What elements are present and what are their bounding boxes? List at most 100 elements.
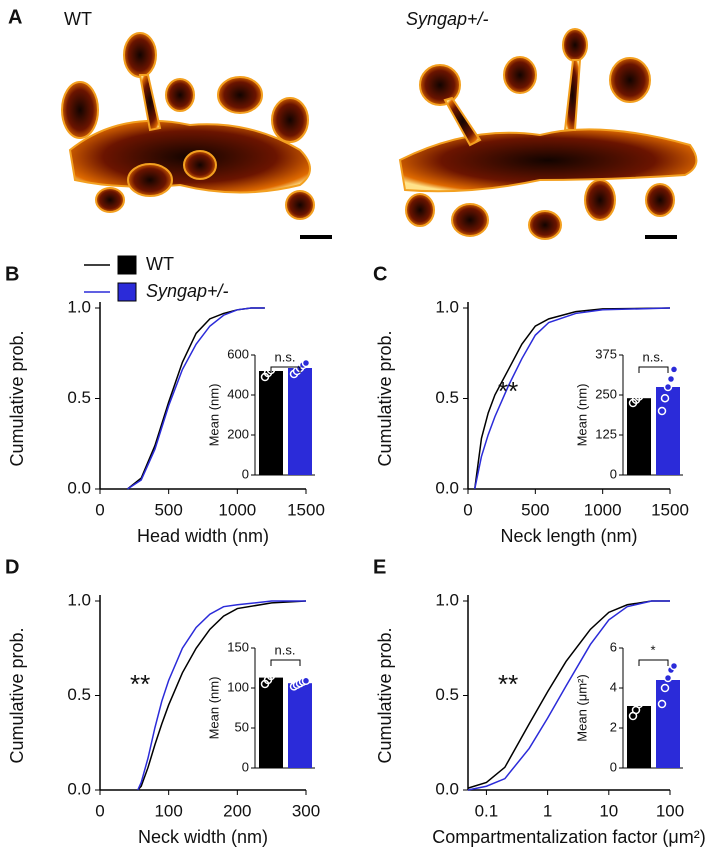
inset-y-tick-label: 250 <box>595 386 617 401</box>
inset-bar <box>627 706 651 768</box>
inset-bar <box>656 387 680 475</box>
y-tick-label: 0.0 <box>67 779 91 798</box>
cdf-line <box>137 600 307 791</box>
x-tick-label: 1500 <box>651 500 689 519</box>
cdf-line <box>467 600 670 789</box>
inset-bar <box>259 677 283 768</box>
inset-y-tick-label: 200 <box>227 426 249 441</box>
x-tick-label: 0 <box>463 500 472 519</box>
cdf-line <box>137 600 306 791</box>
scale-bar <box>300 235 332 239</box>
legend-swatch <box>117 282 137 302</box>
x-tick-label: 0 <box>95 801 104 820</box>
cdf-line <box>467 600 670 791</box>
inset-y-tick-label: 125 <box>595 426 617 441</box>
x-tick-label: 200 <box>223 801 251 820</box>
inset-y-tick-label: 50 <box>235 719 249 734</box>
inset-y-tick-label: 375 <box>595 346 617 361</box>
inset-point <box>657 699 667 709</box>
y-tick-label: 0.0 <box>435 779 459 798</box>
x-tick-label: 0 <box>95 500 104 519</box>
y-axis-label: Cumulative prob. <box>7 330 27 466</box>
inset-y-label: Mean (nm) <box>574 384 589 447</box>
y-tick-label: 0.5 <box>435 685 459 704</box>
y-tick-label: 0.5 <box>435 388 459 407</box>
inset-point <box>669 365 679 374</box>
x-axis-label: Compartmentalization factor (μm²) <box>432 827 705 847</box>
inset-point <box>640 683 650 693</box>
panel-letter: E <box>373 556 386 578</box>
inset-point <box>301 676 311 686</box>
significance-bracket <box>638 366 669 373</box>
y-tick-label: 1.0 <box>435 590 459 609</box>
inset-point <box>666 374 676 384</box>
image-label: Syngap+/- <box>406 9 489 29</box>
panel-letter: D <box>5 556 19 578</box>
x-axis-label: Head width (nm) <box>137 526 269 546</box>
inset-point <box>272 361 282 371</box>
inset-y-label: Mean (nm) <box>206 677 221 740</box>
legend-swatch <box>117 255 137 275</box>
panel-letter: A <box>8 6 22 28</box>
inset-bar <box>627 398 651 475</box>
inset-point <box>669 661 679 671</box>
inset-point <box>272 664 282 674</box>
inset-bar <box>656 680 680 768</box>
y-axis-label: Cumulative prob. <box>375 627 395 763</box>
y-tick-label: 0.0 <box>435 478 459 497</box>
inset-y-tick-label: 4 <box>610 679 617 694</box>
inset-point <box>660 393 670 403</box>
annotation: ** <box>130 669 150 699</box>
significance-bracket <box>270 659 301 666</box>
x-tick-label: 10 <box>599 801 618 820</box>
inset-y-tick-label: 0 <box>242 759 249 774</box>
cdf-line <box>127 307 265 490</box>
inset-y-tick-label: 150 <box>227 639 249 654</box>
inset-y-tick-label: 6 <box>610 639 617 654</box>
inset-y-tick-label: 100 <box>227 679 249 694</box>
significance-label: n.s. <box>275 642 296 657</box>
panel-letter: C <box>373 263 387 285</box>
inset-point <box>640 386 650 396</box>
significance-label: * <box>650 642 655 657</box>
x-tick-label: 1500 <box>287 500 325 519</box>
x-tick-label: 300 <box>292 801 320 820</box>
x-tick-label: 100 <box>154 801 182 820</box>
y-axis-label: Cumulative prob. <box>7 627 27 763</box>
x-tick-label: 500 <box>154 500 182 519</box>
x-tick-label: 1000 <box>584 500 622 519</box>
inset-y-label: Mean (nm) <box>206 384 221 447</box>
inset-point <box>301 358 311 368</box>
inset-y-tick-label: 2 <box>610 719 617 734</box>
x-tick-label: 500 <box>521 500 549 519</box>
micrograph-wt <box>61 32 315 220</box>
x-axis-label: Neck length (nm) <box>500 526 637 546</box>
cdf-line <box>473 307 671 490</box>
x-tick-label: 0.1 <box>475 801 499 820</box>
x-tick-label: 100 <box>656 801 684 820</box>
annotation: ** <box>498 669 518 699</box>
inset-point <box>657 406 667 416</box>
inset-point <box>634 699 644 709</box>
inset-y-tick-label: 0 <box>242 466 249 481</box>
inset-y-tick-label: 400 <box>227 386 249 401</box>
y-tick-label: 1.0 <box>67 297 91 316</box>
x-tick-label: 1000 <box>218 500 256 519</box>
inset-y-tick-label: 600 <box>227 346 249 361</box>
cdf-line <box>473 307 671 490</box>
scale-bar <box>645 235 677 239</box>
significance-bracket <box>638 659 669 666</box>
inset-y-label: Mean (μm²) <box>574 674 589 741</box>
inset-bar <box>288 683 312 768</box>
significance-bracket <box>270 366 301 373</box>
inset-y-tick-label: 0 <box>610 759 617 774</box>
legend-label: Syngap+/- <box>146 281 229 301</box>
inset-y-tick-label: 0 <box>610 466 617 481</box>
micrograph-syngap <box>398 28 698 240</box>
y-tick-label: 1.0 <box>67 590 91 609</box>
significance-label: n.s. <box>275 349 296 364</box>
inset-point <box>663 382 673 392</box>
inset-point <box>663 673 673 683</box>
panel-letter: B <box>5 263 19 285</box>
